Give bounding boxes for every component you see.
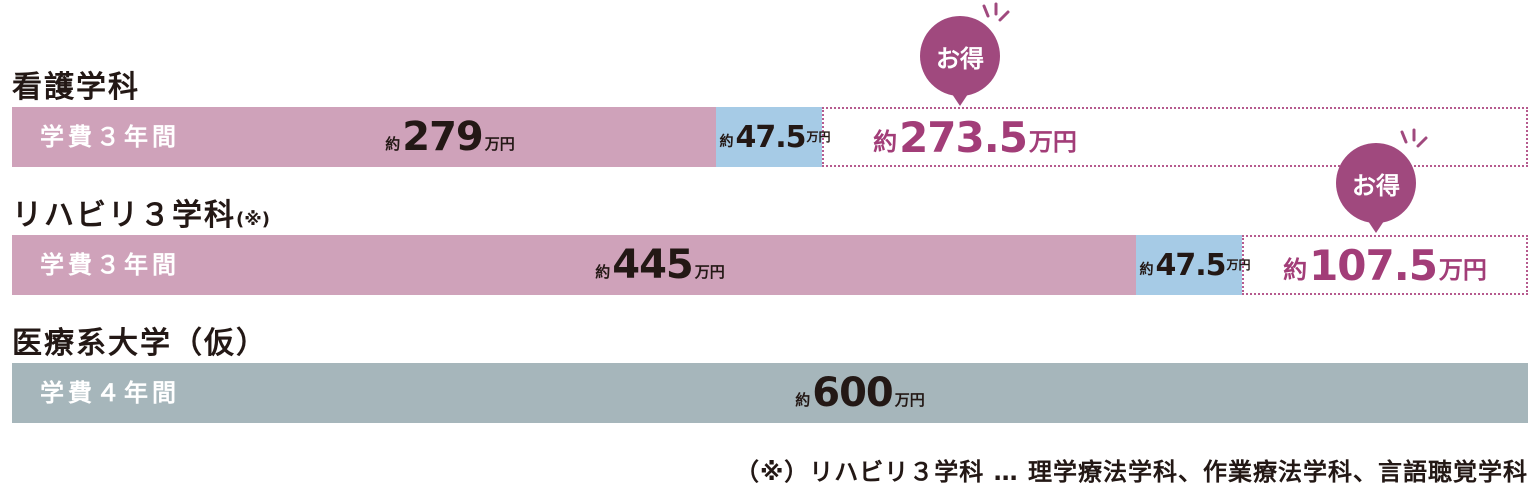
bar-tuition-university: 学費４年間 <box>12 363 1528 423</box>
group-title-university: 医療系大学（仮） <box>12 326 268 361</box>
amount-value: 600 <box>812 370 893 416</box>
sparkle-icon <box>982 2 1010 22</box>
amount-unit: 万円 <box>1226 258 1251 272</box>
bar-tuition-rehab: 学費３年間 <box>12 235 1136 295</box>
amount-savings-rehab: 約 107.5 万円 <box>1250 235 1520 295</box>
amount-unit: 万円 <box>806 130 831 144</box>
group-title-rehab: リハビリ３学科(※) <box>12 198 270 233</box>
amount-value: 107.5 <box>1309 240 1438 290</box>
footnote: （※）リハビリ３学科 … 理学療法学科、作業療法学科、言語聴覚学科 <box>734 458 1528 486</box>
bar-extra-nursing <box>716 107 822 167</box>
amount-fee-nursing: 約 279 万円 <box>340 107 560 167</box>
savings-badge: お得 <box>1336 143 1416 233</box>
amount-fee-university: 約 600 万円 <box>760 363 960 423</box>
amount-unit: 万円 <box>894 391 925 409</box>
amount-value: 47.5 <box>1155 247 1226 283</box>
amount-unit: 万円 <box>1438 256 1487 284</box>
amount-extra-rehab: 約 47.5 万円 <box>1136 235 1251 295</box>
amount-unit: 万円 <box>694 263 725 281</box>
amount-value: 47.5 <box>735 119 806 155</box>
savings-badge: お得 <box>920 16 1000 106</box>
amount-extra-nursing: 約 47.5 万円 <box>716 107 831 167</box>
amount-prefix: 約 <box>385 135 401 153</box>
group-title-nursing: 看護学科 <box>12 70 140 105</box>
amount-prefix: 約 <box>873 128 898 156</box>
amount-prefix: 約 <box>1139 262 1154 278</box>
amount-savings-nursing: 約 273.5 万円 <box>850 107 1100 167</box>
amount-prefix: 約 <box>595 263 611 281</box>
amount-prefix: 約 <box>1283 256 1308 284</box>
bar-savings-rehab <box>1242 235 1528 295</box>
amount-value: 445 <box>612 242 693 288</box>
amount-value: 279 <box>402 114 483 160</box>
bar-savings-nursing <box>822 107 1528 167</box>
amount-unit: 万円 <box>1028 128 1077 156</box>
amount-unit: 万円 <box>484 135 515 153</box>
amount-prefix: 約 <box>795 391 811 409</box>
title-note: (※) <box>236 209 270 230</box>
bar-tuition-nursing: 学費３年間 <box>12 107 716 167</box>
amount-prefix: 約 <box>719 134 734 150</box>
bar-label: 学費４年間 <box>40 379 180 407</box>
amount-value: 273.5 <box>899 112 1028 162</box>
sparkle-icon <box>1400 128 1428 148</box>
amount-fee-rehab: 約 445 万円 <box>560 235 760 295</box>
bar-label: 学費３年間 <box>40 251 180 279</box>
bar-extra-rehab <box>1136 235 1242 295</box>
bar-label: 学費３年間 <box>40 123 180 151</box>
